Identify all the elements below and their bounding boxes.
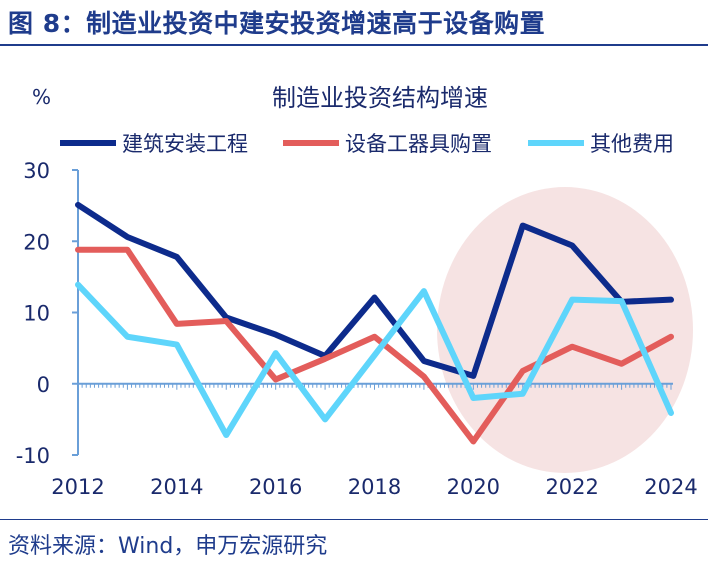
x-tick-label: 2014 bbox=[150, 475, 203, 499]
highlight-circle bbox=[437, 187, 693, 473]
legend-label: 建筑安装工程 bbox=[122, 132, 248, 156]
source-divider bbox=[0, 519, 708, 520]
series-line-3 bbox=[75, 281, 674, 439]
source-note: 资料来源：Wind，申万宏源研究 bbox=[8, 534, 328, 559]
series-line-2 bbox=[75, 246, 674, 445]
y-tick-label: 30 bbox=[23, 159, 50, 183]
x-tick-label: 2012 bbox=[51, 475, 104, 499]
x-tick-label: 2022 bbox=[545, 475, 598, 499]
title-divider bbox=[0, 44, 708, 46]
y-tick-label: 20 bbox=[23, 230, 50, 254]
y-tick-label: 10 bbox=[23, 302, 50, 326]
legend-label: 设备工器具购置 bbox=[345, 132, 492, 156]
y-tick-label: -10 bbox=[16, 444, 50, 468]
x-tick-label: 2016 bbox=[249, 475, 302, 499]
figure-title: 图 8：制造业投资中建安投资增速高于设备购置 bbox=[8, 9, 546, 38]
y-tick-label: 0 bbox=[37, 373, 50, 397]
line-chart: 制造业投资结构增速 % 建筑安装工程 设备工器具购置 其他费用 -10 0 10 20 30… bbox=[16, 84, 698, 499]
series-line-1 bbox=[75, 201, 674, 379]
x-tick-label: 2018 bbox=[348, 475, 401, 499]
chart-title: 制造业投资结构增速 bbox=[272, 84, 488, 112]
legend-label: 其他费用 bbox=[590, 132, 674, 156]
y-axis-unit: % bbox=[32, 85, 51, 109]
x-tick-label: 2024 bbox=[644, 475, 697, 499]
x-tick-label: 2020 bbox=[447, 475, 500, 499]
